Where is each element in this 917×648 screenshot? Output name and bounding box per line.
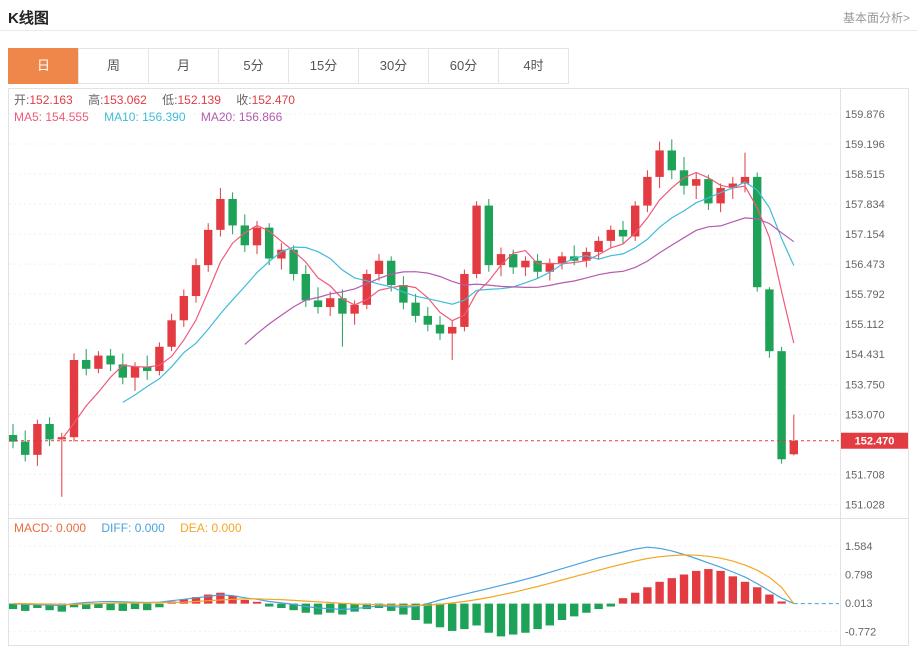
high-label: 高: <box>88 93 104 107</box>
svg-text:151.028: 151.028 <box>845 499 885 511</box>
ma-info-bar: MA5: 154.555 MA10: 156.390 MA20: 156.866 <box>14 110 282 124</box>
ma5-label: MA5: <box>14 110 43 124</box>
interval-tabs: 日 周 月 5分 15分 30分 60分 4时 <box>8 48 569 84</box>
tab-4hour[interactable]: 4时 <box>498 48 569 84</box>
svg-text:1.584: 1.584 <box>845 541 873 553</box>
svg-text:159.196: 159.196 <box>845 139 885 151</box>
svg-text:152.470: 152.470 <box>855 436 895 448</box>
dea-value: 0.000 <box>211 521 242 535</box>
tab-60min[interactable]: 60分 <box>428 48 499 84</box>
svg-text:156.473: 156.473 <box>845 259 885 271</box>
tab-30min[interactable]: 30分 <box>358 48 429 84</box>
diff-value: 0.000 <box>134 521 165 535</box>
macd-label: MACD: <box>14 521 53 535</box>
high-value: 153.062 <box>103 93 147 107</box>
open-label: 开: <box>14 93 30 107</box>
svg-text:155.792: 155.792 <box>845 289 885 301</box>
svg-text:157.154: 157.154 <box>845 229 885 241</box>
svg-text:154.431: 154.431 <box>845 349 885 361</box>
macd-info-bar: MACD: 0.000 DIFF: 0.000 DEA: 0.000 <box>14 521 242 535</box>
close-value: 152.470 <box>251 93 295 107</box>
diff-label: DIFF: <box>101 521 132 535</box>
svg-text:158.515: 158.515 <box>845 169 885 181</box>
ma10-label: MA10: <box>104 110 139 124</box>
ma20-value: 156.866 <box>238 110 283 124</box>
tab-week[interactable]: 周 <box>78 48 149 84</box>
svg-text:151.708: 151.708 <box>845 469 885 481</box>
tab-month[interactable]: 月 <box>148 48 219 84</box>
svg-text:153.750: 153.750 <box>845 379 885 391</box>
svg-text:155.112: 155.112 <box>845 319 884 331</box>
svg-text:159.876: 159.876 <box>845 109 885 121</box>
low-value: 152.139 <box>177 93 221 107</box>
svg-text:0.798: 0.798 <box>845 570 873 582</box>
ma10-value: 156.390 <box>142 110 186 124</box>
tab-15min[interactable]: 15分 <box>288 48 359 84</box>
page-title: K线图 <box>8 10 49 27</box>
header-divider <box>0 30 917 31</box>
fundamental-analysis-link[interactable]: 基本面分析> <box>842 11 910 25</box>
svg-text:153.070: 153.070 <box>845 409 885 421</box>
ma5-value: 154.555 <box>45 110 89 124</box>
macd-value: 0.000 <box>56 521 87 535</box>
low-label: 低: <box>162 93 178 107</box>
svg-text:157.834: 157.834 <box>845 199 885 211</box>
tab-day[interactable]: 日 <box>8 48 79 84</box>
ohlc-info-bar: 开:152.163 高:153.062 低:152.139 收:152.470 <box>14 91 295 108</box>
svg-text:0.013: 0.013 <box>845 598 873 610</box>
close-label: 收: <box>236 93 252 107</box>
open-value: 152.163 <box>29 93 73 107</box>
ma20-label: MA20: <box>200 110 236 124</box>
dea-label: DEA: <box>180 521 209 535</box>
svg-text:-0.772: -0.772 <box>845 627 876 639</box>
tab-5min[interactable]: 5分 <box>218 48 289 84</box>
